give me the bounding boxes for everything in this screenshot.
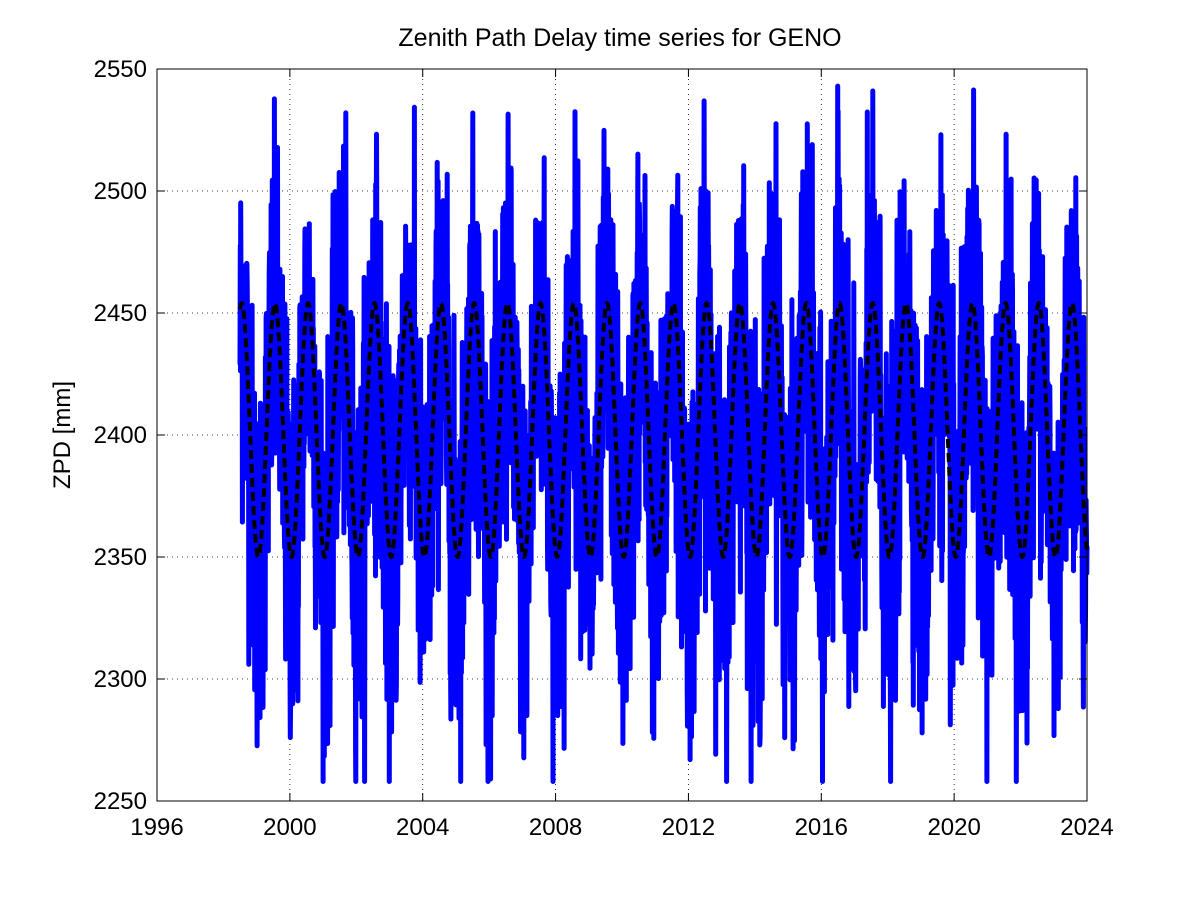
ticks: 1996 2000 2004 2008 2012 2016 2020 2024 2250 2300… (94, 56, 1114, 841)
zpd-seasonal-fit-series (238, 300, 1089, 560)
x-tick-label: 2020 (927, 814, 980, 841)
x-tick-label: 2008 (529, 814, 582, 841)
x-tick-label: 2024 (1060, 814, 1113, 841)
y-tick-label: 2350 (94, 544, 147, 571)
y-axis-label: ZPD [mm] (49, 381, 76, 489)
y-tick-label: 2500 (94, 178, 147, 205)
y-tick-label: 2250 (94, 788, 147, 815)
y-tick-label: 2550 (94, 56, 147, 83)
series-layer (237, 83, 1090, 784)
x-tick-label: 2000 (263, 814, 316, 841)
x-tick-label: 2012 (662, 814, 715, 841)
chart-title: Zenith Path Delay time series for GENO (398, 24, 841, 52)
x-tick-label: 1996 (130, 814, 183, 841)
y-tick-label: 2450 (94, 300, 147, 327)
x-tick-label: 2016 (795, 814, 848, 841)
x-tick-label: 2004 (396, 814, 449, 841)
y-tick-label: 2300 (94, 666, 147, 693)
y-tick-label: 2400 (94, 422, 147, 449)
